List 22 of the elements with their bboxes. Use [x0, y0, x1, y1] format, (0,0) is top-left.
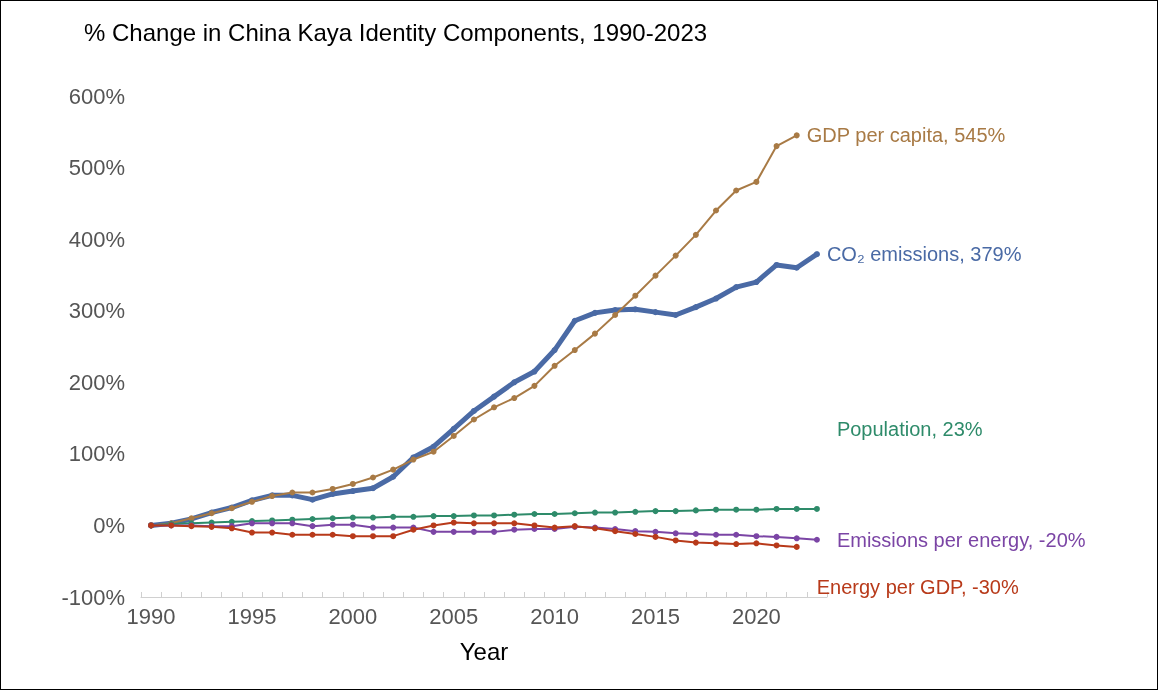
- y-tick-label: 300%: [68, 298, 125, 324]
- y-tick-label: 500%: [68, 155, 125, 181]
- y-tick-label: 0%: [93, 512, 125, 538]
- series-label: Emissions per energy, -20%: [836, 528, 1086, 551]
- x-tick-label: 2000: [328, 603, 378, 629]
- chart-title: % Change in China Kaya Identity Components, 1990-2023: [84, 18, 708, 46]
- y-tick-label: -100%: [61, 584, 125, 610]
- y-tick-label: 600%: [68, 83, 125, 109]
- text: Population, 23%: [836, 417, 983, 440]
- series-label: CO₂ emissions, 379%: [826, 243, 1022, 266]
- y-tick-label: 400%: [68, 226, 125, 252]
- x-tick-label: 1990: [126, 603, 176, 629]
- x-tick-label: 1995: [227, 603, 277, 629]
- x-tick-label: 2015: [631, 603, 680, 629]
- y-tick-label: 200%: [68, 369, 125, 395]
- x-tick-label: 2010: [530, 603, 580, 629]
- x-tick-label: 2005: [429, 603, 479, 629]
- series-label: GDP per capita, 545%: [806, 124, 1006, 147]
- x-axis-title: Year: [459, 637, 509, 665]
- series-label: Energy per GDP, -30%: [816, 575, 1019, 598]
- y-tick-label: 100%: [68, 441, 125, 467]
- x-tick-label: 2020: [731, 603, 781, 629]
